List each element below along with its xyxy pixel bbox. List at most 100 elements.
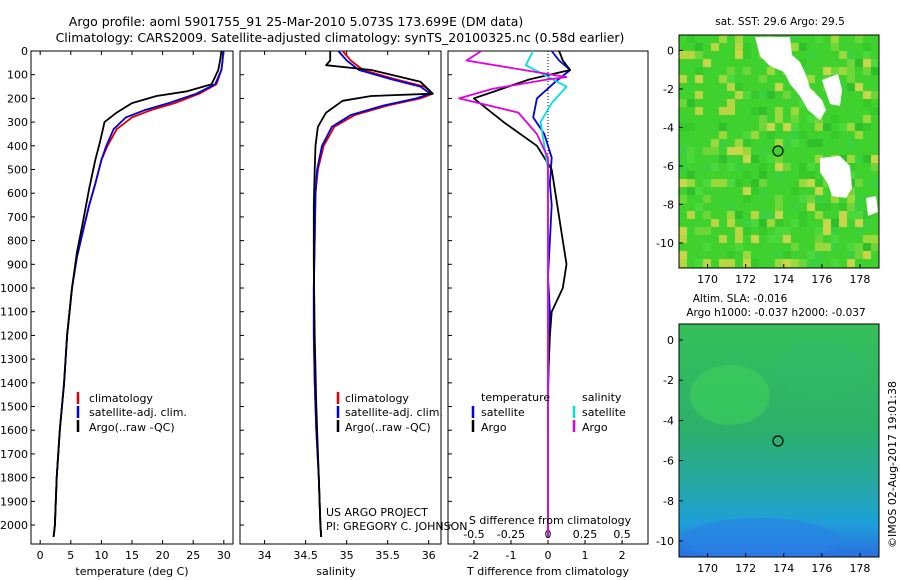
sst-cell bbox=[831, 243, 839, 251]
sst-cell bbox=[871, 59, 879, 67]
sst-cell bbox=[871, 179, 879, 187]
sst-cell bbox=[775, 171, 783, 179]
legend-label-satellite: satellite-adj. clim. bbox=[345, 406, 443, 419]
sst-cell bbox=[727, 67, 735, 75]
sst-cell bbox=[855, 131, 863, 139]
temperature-xlabel: temperature (deg C) bbox=[75, 565, 188, 578]
x-tick-label: 0 bbox=[37, 549, 44, 562]
sst-cell bbox=[839, 123, 847, 131]
sst-map-cells bbox=[679, 35, 879, 267]
sst-cell bbox=[847, 155, 855, 163]
sst-cell bbox=[839, 83, 847, 91]
sst-cell bbox=[847, 83, 855, 91]
x-tick-label: 15 bbox=[125, 549, 139, 562]
sst-cell bbox=[871, 163, 879, 171]
y-tick-label: 1000 bbox=[0, 282, 28, 295]
sst-cell bbox=[847, 211, 855, 219]
sst-cell bbox=[815, 227, 823, 235]
series-line-argo bbox=[52, 50, 223, 537]
sst-cell bbox=[751, 179, 759, 187]
sst-cell bbox=[695, 67, 703, 75]
sst-cell bbox=[743, 171, 751, 179]
sst-cell bbox=[735, 35, 743, 43]
sst-cell bbox=[783, 251, 791, 259]
x-tick-label: 25 bbox=[186, 549, 200, 562]
sst-cell bbox=[743, 227, 751, 235]
sst-cell bbox=[703, 147, 711, 155]
sst-cell bbox=[783, 227, 791, 235]
sst-cell bbox=[743, 139, 751, 147]
sst-cell bbox=[759, 123, 767, 131]
sst-cell bbox=[759, 147, 767, 155]
legend-label-s-satellite: satellite bbox=[582, 406, 626, 419]
series-line-satellite bbox=[312, 50, 432, 537]
sst-cell bbox=[775, 227, 783, 235]
sst-cell bbox=[759, 163, 767, 171]
sst-cell bbox=[775, 219, 783, 227]
salinity-xlabel: salinity bbox=[316, 565, 356, 578]
sst-cell bbox=[823, 219, 831, 227]
sst-cell bbox=[751, 235, 759, 243]
legend-title-salinity: salinity bbox=[582, 391, 622, 404]
sst-cell bbox=[839, 67, 847, 75]
sst-cell bbox=[775, 83, 783, 91]
sst-cell bbox=[759, 179, 767, 187]
sst-cell bbox=[727, 147, 735, 155]
sst-cell bbox=[815, 155, 823, 163]
sst-cell bbox=[791, 115, 799, 123]
y-tick-label: 700 bbox=[7, 211, 28, 224]
sst-cell bbox=[751, 155, 759, 163]
sst-cell bbox=[687, 171, 695, 179]
y-tick-label: 1100 bbox=[0, 306, 28, 319]
sst-cell bbox=[687, 155, 695, 163]
series-line-climatology bbox=[312, 50, 434, 537]
sst-cell bbox=[767, 91, 775, 99]
sst-cell bbox=[815, 195, 823, 203]
y-tick-label: -4 bbox=[663, 414, 674, 427]
x-tick-label: 172 bbox=[735, 562, 756, 575]
sst-cell bbox=[719, 155, 727, 163]
sst-cell bbox=[775, 203, 783, 211]
sst-cell bbox=[807, 115, 815, 123]
cloud-mask bbox=[755, 37, 826, 120]
sst-cell bbox=[743, 51, 751, 59]
difference-xlabel-top: S difference from climatology bbox=[469, 514, 632, 527]
sst-cell bbox=[679, 147, 687, 155]
sst-cell bbox=[791, 107, 799, 115]
sst-cell bbox=[719, 75, 727, 83]
sst-cell bbox=[735, 243, 743, 251]
sst-cell bbox=[735, 211, 743, 219]
sst-cell bbox=[743, 259, 751, 267]
sst-cell bbox=[791, 43, 799, 51]
sst-cell bbox=[703, 59, 711, 67]
y-tick-label: 100 bbox=[7, 69, 28, 82]
sst-cell bbox=[855, 123, 863, 131]
x-tick-label: 170 bbox=[697, 273, 718, 286]
sst-cell bbox=[815, 203, 823, 211]
sst-cell bbox=[863, 59, 871, 67]
sla-anomaly bbox=[680, 518, 840, 557]
sst-cell bbox=[871, 91, 879, 99]
sst-cell bbox=[871, 107, 879, 115]
sst-cell bbox=[767, 131, 775, 139]
sst-cell bbox=[823, 203, 831, 211]
y-tick-label: 0 bbox=[667, 334, 674, 347]
sst-cell bbox=[727, 163, 735, 171]
sst-cell bbox=[847, 259, 855, 267]
series-line-t-argo bbox=[472, 50, 572, 537]
x-tick-label-s: -0.5 bbox=[463, 528, 484, 541]
sst-cell bbox=[863, 123, 871, 131]
sst-cell bbox=[815, 187, 823, 195]
sst-cell bbox=[743, 155, 751, 163]
x-tick-label: 176 bbox=[811, 273, 832, 286]
sst-cell bbox=[831, 227, 839, 235]
sst-cell bbox=[855, 219, 863, 227]
sst-cell bbox=[719, 107, 727, 115]
y-tick-label: 1600 bbox=[0, 424, 28, 437]
pi-credit: PI: GREGORY C. JOHNSON bbox=[326, 520, 467, 533]
sst-cell bbox=[679, 235, 687, 243]
sst-cell bbox=[831, 259, 839, 267]
sst-cell bbox=[863, 67, 871, 75]
sst-cell bbox=[767, 155, 775, 163]
sst-cell bbox=[759, 75, 767, 83]
